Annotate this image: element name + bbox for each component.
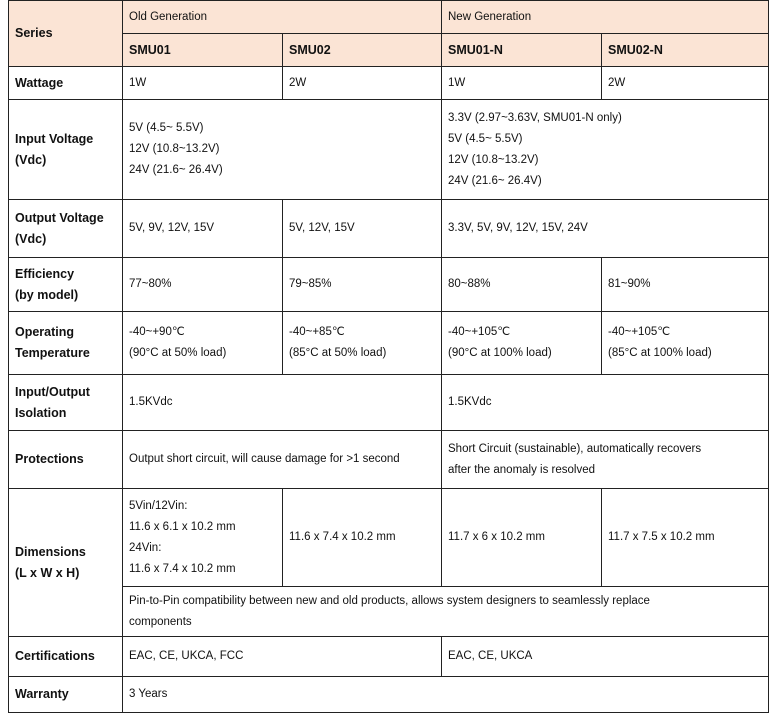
cell-new: 3.3V (2.97~3.63V, SMU01-N only) 5V (4.5~… <box>440 99 770 200</box>
row-output-voltage: Output Voltage (Vdc) 5V, 9V, 12V, 15V 5V,… <box>8 199 770 258</box>
cell: 77~80% <box>122 257 283 312</box>
text-line: (90°C at 50% load) <box>129 347 227 359</box>
text-line: after the anomaly is resolved <box>448 463 596 476</box>
cell: 11.7 x 6 x 10.2 mm <box>441 488 602 587</box>
cell: 5V, 9V, 12V, 15V <box>122 199 283 258</box>
label-line: Operating <box>15 325 75 339</box>
row-dimensions: Dimensions (L x W x H) 5Vin/12Vin: 11.6 x… <box>8 488 770 637</box>
cell: 81~90% <box>600 257 770 312</box>
label-line: (Vdc) <box>15 152 47 167</box>
text-line: 11.6 x 6.1 x 10.2 mm <box>129 520 236 533</box>
text-line: 11.6 x 7.4 x 10.2 mm <box>129 562 236 575</box>
cell: -40~+105℃ (85°C at 100% load) <box>600 311 770 375</box>
label-line: (by model) <box>15 287 79 302</box>
row-label: Input/Output Isolation <box>8 374 123 431</box>
text-line: 12V (10.8~13.2V) <box>129 143 220 155</box>
label-line: Input/Output <box>15 384 90 399</box>
cell: 1W <box>122 66 283 100</box>
model-smu01-n: SMU01-N <box>441 33 602 67</box>
compatibility-note: Pin-to-Pin compatibility between new and… <box>121 586 770 637</box>
text-line: Short Circuit (sustainable), automatical… <box>448 442 702 455</box>
label-line: Dimensions <box>15 544 86 559</box>
cell: 79~85% <box>282 257 442 312</box>
row-label: Operating Temperature <box>8 311 123 375</box>
old-generation-header: Old Generation <box>122 0 442 34</box>
cell: 11.6 x 7.4 x 10.2 mm <box>282 488 442 587</box>
label-line: Efficiency <box>15 266 75 281</box>
row-input-voltage: Input Voltage (Vdc) 5V (4.5~ 5.5V) 12V (1… <box>8 99 770 200</box>
cell: 1W <box>441 66 602 100</box>
label-line: Input Voltage <box>15 131 94 146</box>
cell-new: EAC, CE, UKCA <box>440 636 770 677</box>
model-smu01: SMU01 <box>122 33 283 67</box>
text-line: 5V (4.5~ 5.5V) <box>448 132 523 145</box>
text-line: 5V (4.5~ 5.5V) <box>129 122 204 134</box>
row-label: Dimensions (L x W x H) <box>8 488 123 637</box>
text-line: 24V (21.6~ 26.4V) <box>448 174 542 187</box>
row-label: Output Voltage (Vdc) <box>8 199 123 258</box>
row-label: Input Voltage (Vdc) <box>8 99 123 200</box>
label-line: Isolation <box>15 405 67 420</box>
text-line: 5Vin/12Vin: <box>129 499 188 512</box>
row-label: Certifications <box>8 636 123 677</box>
new-generation-header: New Generation <box>440 0 770 34</box>
cell-new: 1.5KVdc <box>440 374 770 431</box>
cell: 3 Years <box>121 676 770 713</box>
label-line: Output Voltage <box>15 210 104 225</box>
text-line: -40~+85℃ <box>289 326 345 338</box>
row-label: Efficiency (by model) <box>8 257 123 312</box>
cell: -40~+90℃ (90°C at 50% load) <box>122 311 283 375</box>
text-line: (85°C at 50% load) <box>289 347 387 359</box>
row-certifications: Certifications EAC, CE, UKCA, FCC EAC, C… <box>8 636 770 677</box>
text-line: (90°C at 100% load) <box>448 347 552 359</box>
cell: -40~+85℃ (85°C at 50% load) <box>282 311 442 375</box>
cell: 5V, 12V, 15V <box>282 199 442 258</box>
cell: 80~88% <box>441 257 602 312</box>
header-row-generation: Series Old Generation New Generation <box>8 0 770 67</box>
cell-old: EAC, CE, UKCA, FCC <box>122 636 442 677</box>
cell-new: Short Circuit (sustainable), automatical… <box>440 430 770 489</box>
series-label: Series <box>8 0 123 67</box>
cell: 3.3V, 5V, 9V, 12V, 15V, 24V <box>440 199 770 258</box>
cell: 2W <box>600 66 770 100</box>
cell-old: Output short circuit, will cause damage … <box>122 430 442 489</box>
cell: 2W <box>282 66 442 100</box>
cell: -40~+105℃ (90°C at 100% load) <box>441 311 602 375</box>
model-smu02-n: SMU02-N <box>600 33 770 67</box>
spec-comparison-table: Series Old Generation New Generation SMU… <box>8 0 770 713</box>
text-line: -40~+105℃ <box>608 326 671 338</box>
cell: 11.7 x 7.5 x 10.2 mm <box>600 488 770 587</box>
model-smu02: SMU02 <box>282 33 442 67</box>
text-line: -40~+105℃ <box>448 326 511 338</box>
cell-old: 5V (4.5~ 5.5V) 12V (10.8~13.2V) 24V (21.… <box>122 99 442 200</box>
label-line: Temperature <box>15 346 90 360</box>
text-line: -40~+90℃ <box>129 326 185 338</box>
text-line: 3.3V (2.97~3.63V, SMU01-N only) <box>448 111 622 124</box>
row-label: Warranty <box>8 676 123 713</box>
label-line: (Vdc) <box>15 231 47 246</box>
text-line: 24V (21.6~ 26.4V) <box>129 164 223 176</box>
row-operating-temperature: Operating Temperature -40~+90℃ (90°C at 50… <box>8 311 770 375</box>
row-isolation: Input/Output Isolation 1.5KVdc 1.5KVdc <box>8 374 770 431</box>
text-line: components <box>129 615 192 628</box>
row-wattage: Wattage 1W 2W 1W 2W <box>8 66 770 100</box>
text-line: (85°C at 100% load) <box>608 347 712 359</box>
text-line: 24Vin: <box>129 541 162 554</box>
row-warranty: Warranty 3 Years <box>8 676 770 713</box>
row-dimensions-note: Pin-to-Pin compatibility between new and… <box>9 586 770 637</box>
cell: 5Vin/12Vin: 11.6 x 6.1 x 10.2 mm 24Vin: … <box>122 488 283 587</box>
text-line: 12V (10.8~13.2V) <box>448 153 539 166</box>
row-efficiency: Efficiency (by model) 77~80% 79~85% 80~88… <box>8 257 770 312</box>
row-label: Wattage <box>8 66 123 100</box>
text-line: Pin-to-Pin compatibility between new and… <box>129 594 650 607</box>
cell-old: 1.5KVdc <box>122 374 442 431</box>
row-label: Protections <box>8 430 123 489</box>
label-line: (L x W x H) <box>15 565 80 580</box>
header-row-models: SMU01 SMU02 SMU01-N SMU02-N <box>9 33 770 67</box>
row-protections: Protections Output short circuit, will c… <box>8 430 770 489</box>
